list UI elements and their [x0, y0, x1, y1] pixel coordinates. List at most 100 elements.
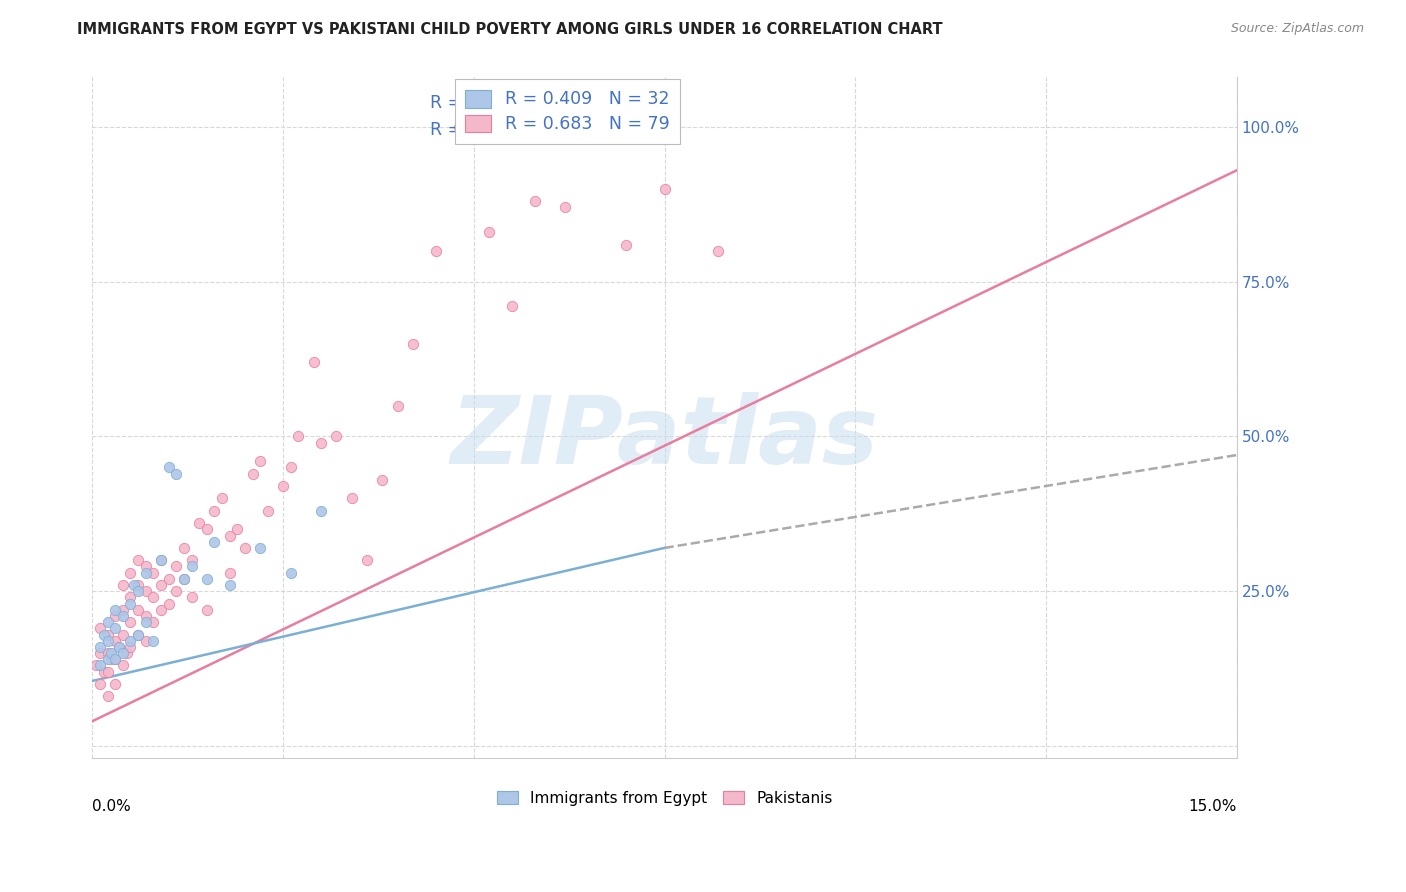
Point [165, 584, 187, 599]
Point [150, 603, 173, 617]
Point [150, 578, 173, 592]
Text: Source: ZipAtlas.com: Source: ZipAtlas.com [1230, 22, 1364, 36]
Text: N = 79: N = 79 [567, 121, 628, 139]
Point [150, 553, 173, 567]
Point [501, 300, 523, 314]
Point [97, 665, 120, 679]
Point [93, 665, 115, 679]
Point [127, 584, 149, 599]
Point [271, 479, 294, 493]
Point [280, 460, 302, 475]
Point [120, 566, 142, 580]
Point [371, 473, 394, 487]
Point [211, 491, 233, 506]
Point [425, 244, 447, 258]
Point [104, 633, 127, 648]
Point [226, 522, 249, 536]
Point [242, 467, 264, 481]
Point [97, 633, 120, 648]
Point [302, 355, 325, 369]
Point [142, 591, 165, 605]
Text: R = 0.683: R = 0.683 [430, 121, 517, 139]
Text: ZIPatlas: ZIPatlas [450, 392, 879, 484]
Point [108, 640, 131, 654]
Point [280, 566, 302, 580]
Point [356, 553, 378, 567]
Point [447, 120, 470, 134]
Point [325, 429, 347, 443]
Point [202, 504, 225, 518]
Point [135, 615, 157, 629]
Point [89, 640, 111, 654]
Point [523, 194, 546, 209]
Point [576, 120, 599, 134]
Point [249, 454, 271, 468]
Point [111, 578, 134, 592]
Point [120, 633, 142, 648]
Point [233, 541, 256, 555]
Point [108, 640, 131, 654]
Point [111, 646, 134, 660]
Point [195, 603, 218, 617]
Point [150, 553, 173, 567]
Point [218, 528, 240, 542]
Point [707, 244, 730, 258]
Point [104, 677, 127, 691]
Point [195, 572, 218, 586]
Point [188, 516, 211, 530]
Point [104, 603, 127, 617]
Point [89, 646, 111, 660]
Point [97, 690, 120, 704]
Point [111, 609, 134, 624]
Point [180, 591, 202, 605]
Text: 0.0%: 0.0% [93, 799, 131, 814]
Point [218, 578, 240, 592]
Point [104, 621, 127, 635]
Text: N = 32: N = 32 [567, 94, 628, 112]
Point [387, 399, 409, 413]
Point [97, 646, 120, 660]
Point [142, 615, 165, 629]
Point [249, 541, 271, 555]
Point [111, 627, 134, 641]
Point [165, 559, 187, 574]
Point [340, 491, 363, 506]
Point [180, 553, 202, 567]
Point [120, 640, 142, 654]
Point [97, 652, 120, 666]
Point [309, 504, 332, 518]
Point [157, 597, 180, 611]
Text: 15.0%: 15.0% [1188, 799, 1237, 814]
Point [127, 627, 149, 641]
Point [93, 627, 115, 641]
Point [120, 615, 142, 629]
Point [173, 541, 195, 555]
Point [218, 566, 240, 580]
Point [142, 633, 165, 648]
Point [115, 646, 138, 660]
Point [135, 559, 157, 574]
Point [104, 652, 127, 666]
Text: IMMIGRANTS FROM EGYPT VS PAKISTANI CHILD POVERTY AMONG GIRLS UNDER 16 CORRELATIO: IMMIGRANTS FROM EGYPT VS PAKISTANI CHILD… [77, 22, 943, 37]
Legend: Immigrants from Egypt, Pakistanis: Immigrants from Egypt, Pakistanis [491, 785, 838, 812]
Point [165, 467, 187, 481]
Point [195, 522, 218, 536]
Point [142, 566, 165, 580]
Point [127, 578, 149, 592]
Point [654, 182, 676, 196]
Point [402, 336, 425, 351]
Point [84, 658, 107, 673]
Point [120, 597, 142, 611]
Point [180, 559, 202, 574]
Point [478, 225, 501, 239]
Point [554, 201, 576, 215]
Point [100, 652, 122, 666]
Point [135, 584, 157, 599]
Point [124, 578, 146, 592]
Point [309, 435, 332, 450]
Point [202, 534, 225, 549]
Point [287, 429, 309, 443]
Point [173, 572, 195, 586]
Point [127, 627, 149, 641]
Point [97, 627, 120, 641]
